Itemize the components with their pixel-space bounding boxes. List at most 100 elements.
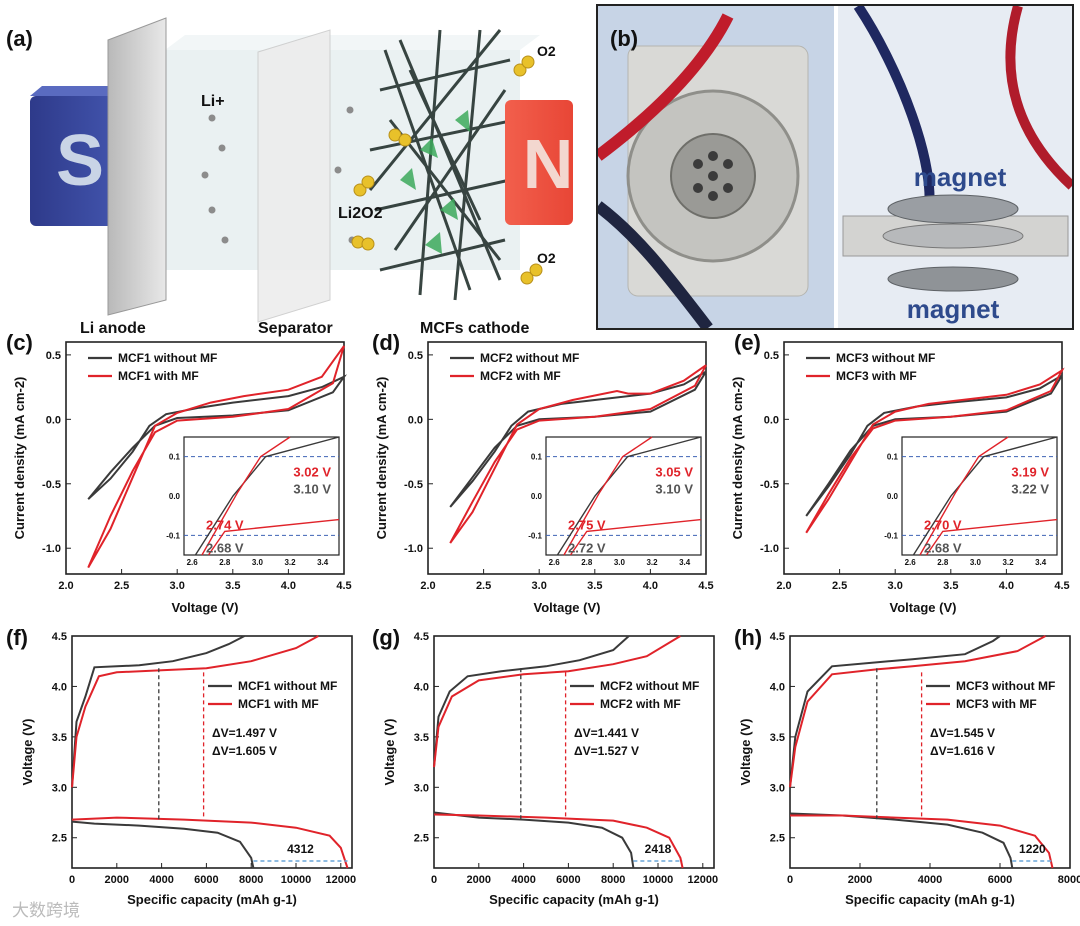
capacity-gap-label: 1220 — [1019, 842, 1046, 856]
y-tick-label: -1.0 — [42, 543, 61, 555]
plot-frame — [427, 341, 707, 575]
y-tick-label: -1.0 — [760, 543, 779, 555]
x-tick-label: 3.5 — [943, 580, 958, 592]
x-tick-label: 0 — [787, 874, 793, 886]
panel-label-d: (d) — [372, 330, 401, 355]
series-line-with-mf — [805, 367, 1065, 534]
inset-annotation: 2.74 V — [206, 517, 244, 532]
x-tick-label: 3.0 — [888, 580, 903, 592]
y-tick-label: 4.5 — [770, 631, 785, 643]
x-axis-label: Voltage (V) — [534, 600, 601, 615]
chart-h: 0 2000 4000 6000 8000 4.5 4.0 3.5 3.0 2.5 Specific… — [738, 631, 1080, 907]
legend-label: MCF3 with MF — [836, 369, 917, 383]
charge-curve-without-mf — [789, 635, 1001, 788]
x-tick-label: 4.5 — [698, 580, 713, 592]
y-axis-label: Voltage (V) — [382, 719, 397, 786]
discharge-curve-without-mf — [433, 811, 635, 869]
panel-a-schematic: S N Li+ Li2O2 O2 O2 Li anode Separator M… — [30, 17, 574, 337]
panel-label-b: (b) — [610, 26, 639, 51]
inset-annotation: 2.70 V — [924, 517, 962, 532]
x-tick-label: 3.5 — [225, 580, 240, 592]
x-tick-label: 8000 — [239, 874, 263, 886]
inset-x-tick-label: 2.8 — [581, 558, 593, 567]
x-tick-label: 8000 — [1058, 874, 1080, 886]
y-tick-label: 3.0 — [52, 782, 67, 794]
panel-label-g: (g) — [372, 625, 401, 650]
inset-curve-with-mf — [563, 436, 653, 556]
x-axis-label: Voltage (V) — [172, 600, 239, 615]
inset-curve-with-mf-cathodic — [207, 518, 340, 556]
magnet-label-bottom: magnet — [907, 294, 1000, 324]
inset-annotation: 3.22 V — [1011, 481, 1049, 496]
chart-g: 0 2000 4000 6000 8000 10000 12000 4.5 4.0 3.5 3.0 2… — [382, 631, 719, 907]
chart-f: 0 2000 4000 6000 8000 10000 12000 4.5 4.0 3.5 3.0 2… — [20, 631, 356, 907]
y-axis-label: Voltage (V) — [20, 719, 35, 786]
delta-v-without-mf: ΔV=1.527 V — [574, 744, 639, 758]
inset-curve-without-mf — [194, 436, 340, 556]
inset-annotation: 2.68 V — [206, 540, 244, 555]
y-tick-label: 4.0 — [414, 681, 429, 693]
caption-cathode: MCFs cathode — [420, 320, 529, 337]
x-tick-label: 6000 — [988, 874, 1012, 886]
y-tick-label: 3.5 — [414, 732, 429, 744]
series-line-without-mf — [449, 370, 707, 508]
inset-annotation: 3.10 V — [293, 481, 331, 496]
legend-label: MCF1 without MF — [118, 351, 217, 365]
inset-x-tick-label: 2.8 — [937, 558, 949, 567]
inset-x-tick-label: 3.2 — [1002, 558, 1014, 567]
x-tick-label: 12000 — [688, 874, 719, 886]
li-anode-plate — [107, 17, 167, 316]
panel-label-e: (e) — [734, 330, 761, 355]
delta-v-without-mf: ΔV=1.616 V — [930, 744, 995, 758]
delta-v-without-mf: ΔV=1.605 V — [212, 744, 277, 758]
x-tick-label: 4.5 — [336, 580, 351, 592]
s-magnet-label: S — [56, 121, 104, 201]
y-axis-label: Current density (mA cm-2) — [12, 377, 27, 540]
delta-v-with-mf: ΔV=1.441 V — [574, 726, 639, 740]
s-magnet — [30, 96, 130, 226]
y-tick-label: 3.0 — [770, 782, 785, 794]
inset-annotation: 3.02 V — [293, 464, 331, 479]
caption-separator: Separator — [258, 320, 333, 337]
inset-y-tick-label: -0.1 — [528, 531, 542, 540]
inset-annotation: 2.68 V — [924, 540, 962, 555]
inset-y-tick-label: -0.1 — [166, 531, 180, 540]
x-tick-label: 4.0 — [999, 580, 1014, 592]
inset-annotation: 3.19 V — [1011, 464, 1049, 479]
discharge-curve-with-mf — [433, 813, 684, 869]
inset-x-tick-label: 2.6 — [187, 558, 199, 567]
discharge-curve-with-mf — [790, 814, 1054, 869]
y-tick-label: 0.5 — [408, 350, 423, 362]
x-tick-label: 0 — [431, 874, 437, 886]
inset-x-tick-label: 2.6 — [905, 558, 917, 567]
y-tick-label: 3.0 — [414, 782, 429, 794]
inset-curve-with-mf-cathodic — [925, 518, 1058, 556]
x-tick-label: 6000 — [194, 874, 218, 886]
plot-frame — [783, 341, 1063, 575]
legend-label: MCF1 without MF — [238, 679, 337, 693]
x-tick-label: 2.5 — [832, 580, 847, 592]
x-tick-label: 2.5 — [114, 580, 129, 592]
y-tick-label: 4.0 — [770, 681, 785, 693]
inset-annotation: 2.75 V — [568, 517, 606, 532]
x-tick-label: 4000 — [511, 874, 535, 886]
plot-frame — [71, 635, 353, 869]
series-line-with-mf — [449, 364, 707, 544]
li-ion-label: Li+ — [201, 93, 225, 110]
delta-v-with-mf: ΔV=1.497 V — [212, 726, 277, 740]
inset-x-tick-label: 3.0 — [252, 558, 264, 567]
inset-x-tick-label: 2.8 — [219, 558, 231, 567]
x-tick-label: 3.0 — [532, 580, 547, 592]
inset-x-tick-label: 2.6 — [549, 558, 561, 567]
y-tick-label: 2.5 — [414, 833, 429, 845]
legend-label: MCF2 without MF — [600, 679, 699, 693]
inset-y-tick-label: 0.1 — [531, 453, 543, 462]
inset-annotation: 3.10 V — [655, 481, 693, 496]
charge-curve-without-mf — [71, 635, 245, 788]
panel-label-f: (f) — [6, 625, 28, 650]
n-magnet-label: N — [523, 125, 574, 203]
y-tick-label: 0.5 — [46, 350, 61, 362]
y-tick-label: 0.5 — [764, 350, 779, 362]
inset-curve-with-mf — [201, 436, 291, 556]
inset-y-tick-label: 0.0 — [531, 492, 543, 501]
